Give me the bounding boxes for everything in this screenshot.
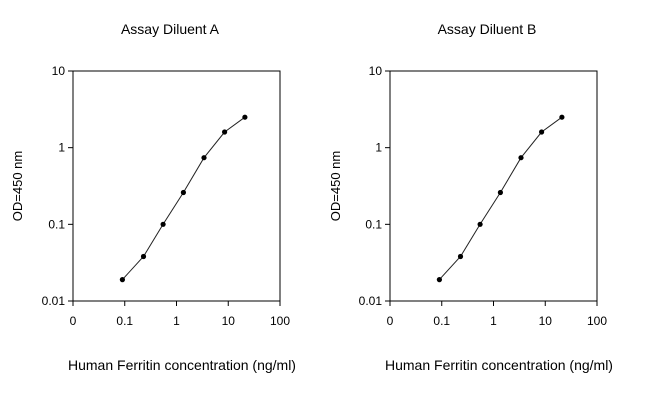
x-axis-label: Human Ferritin concentration (ng/ml): [385, 357, 613, 373]
data-point: [222, 129, 228, 135]
data-point: [539, 129, 545, 135]
x-tick-label: 0: [387, 314, 394, 328]
y-tick-label: 0.01: [42, 294, 66, 308]
x-tick-label: 100: [587, 314, 607, 328]
series-line: [122, 116, 246, 280]
data-point: [497, 189, 503, 196]
data-point: [140, 253, 147, 260]
x-tick-label: 10: [222, 314, 236, 328]
data-point: [160, 221, 166, 227]
data-point: [180, 189, 186, 196]
series-line: [439, 116, 563, 280]
chart-title: Assay Diluent B: [438, 21, 537, 37]
y-tick-label: 0.1: [48, 217, 65, 231]
x-tick-label: 0.1: [433, 314, 450, 328]
x-axis-label: Human Ferritin concentration (ng/ml): [68, 357, 296, 373]
data-point: [559, 114, 565, 120]
y-tick-label: 10: [369, 64, 383, 78]
x-tick-label: 1: [173, 314, 180, 328]
x-tick-label: 1: [490, 314, 497, 328]
plot-frame: [72, 70, 281, 302]
y-axis-label: OD=450 nm: [10, 151, 25, 221]
data-point: [436, 277, 442, 283]
data-point: [119, 277, 125, 283]
y-tick-label: 1: [58, 141, 65, 155]
plot-frame: [389, 70, 598, 302]
data-point: [477, 221, 483, 227]
chart-title: Assay Diluent A: [121, 21, 220, 37]
data-point: [201, 155, 207, 161]
y-axis-label: OD=450 nm: [328, 151, 343, 221]
data-point: [457, 253, 464, 260]
y-tick-label: 0.1: [365, 217, 382, 231]
data-point: [518, 155, 524, 161]
chart-panel-1: Assay Diluent A 10 1 0.1 0.01 0 0.1 1 10 100 Human…: [10, 21, 296, 373]
y-tick-label: 1: [375, 141, 382, 155]
y-tick-label: 10: [52, 64, 66, 78]
x-tick-label: 0: [70, 314, 77, 328]
x-tick-label: 100: [270, 314, 290, 328]
data-point: [242, 114, 248, 120]
y-tick-label: 0.01: [359, 294, 383, 308]
x-tick-label: 10: [539, 314, 553, 328]
x-tick-label: 0.1: [116, 314, 133, 328]
chart-panel-2: Assay Diluent B 10 1 0.1 0.01 0 0.1 1 10 100 Human…: [328, 21, 613, 373]
